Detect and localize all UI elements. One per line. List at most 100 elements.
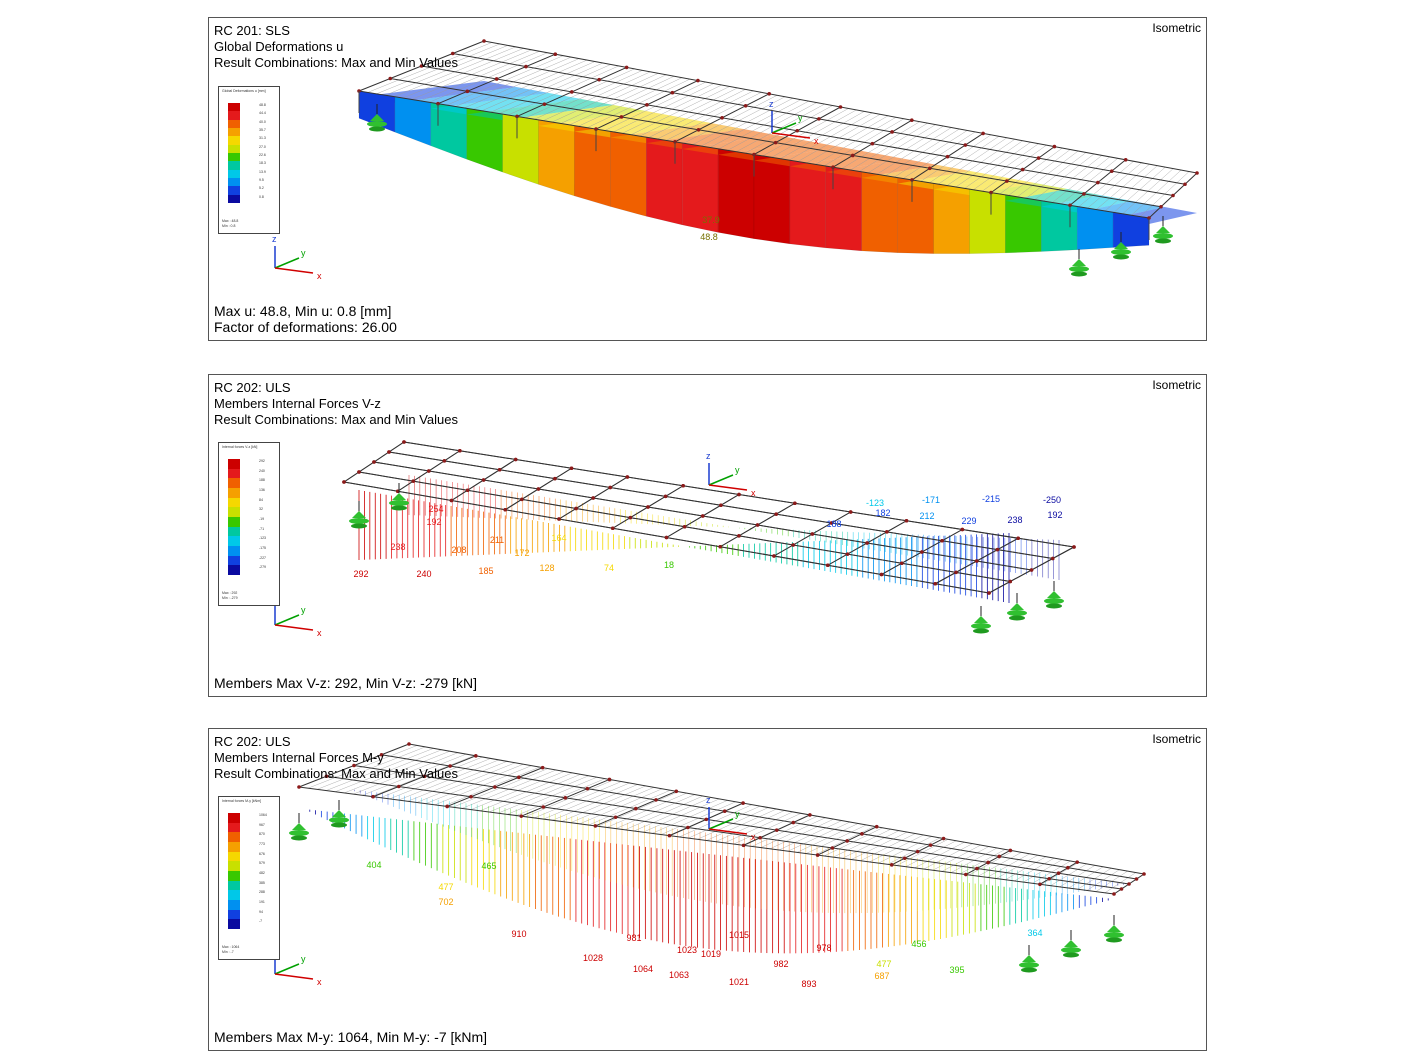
node-point (1127, 882, 1131, 886)
deformed-top-strip (825, 159, 938, 178)
deformed-top-strip (646, 129, 776, 149)
shear-value-label: 192 (1047, 510, 1062, 520)
bending-moment-panel[interactable]: RC 202: ULS Members Internal Forces M-y … (208, 728, 1207, 1051)
node-point (1008, 579, 1013, 584)
shear-force-panel[interactable]: RC 202: ULS Members Internal Forces V-z … (208, 374, 1207, 697)
node-point (719, 503, 723, 508)
node-point (624, 65, 629, 70)
support-part (369, 126, 385, 132)
legend-swatch (228, 813, 240, 823)
node-point (670, 90, 675, 95)
legend-title: Internal forces V-z [kN] (222, 445, 258, 449)
deformed-top-strip (502, 105, 647, 126)
node-point (654, 798, 658, 802)
legend-value: 35.7 (259, 128, 266, 132)
node-point (793, 501, 797, 506)
legend-swatch (228, 128, 240, 137)
support-icon (971, 606, 991, 634)
node-point (469, 794, 473, 799)
axis-y-label: y (735, 809, 740, 819)
support-icon (389, 483, 409, 511)
model-viewport[interactable]: 37.9 48.8 z y x z y x (209, 18, 1207, 341)
node-point (791, 820, 796, 825)
shear-value-label: -250 (1043, 495, 1061, 505)
legend-value: 191 (259, 900, 265, 904)
support-part (352, 511, 366, 518)
shear-value-label: 185 (478, 566, 493, 576)
moment-value-label: 910 (511, 929, 526, 939)
support-part (1010, 603, 1024, 610)
node-point (1008, 848, 1013, 853)
node-point (860, 832, 864, 836)
node-point (1159, 204, 1163, 209)
legend-value: 5.2 (259, 186, 264, 191)
color-legend[interactable]: Global Deformations u [mm] 48.8 44.4 40.0 3… (218, 86, 280, 234)
support-part (1007, 610, 1027, 616)
node-point (563, 796, 568, 800)
legend-value: 136 (259, 488, 265, 492)
axis-x-line (274, 267, 314, 274)
moment-value-label: 982 (773, 959, 788, 969)
model-viewport[interactable]: 192 238 254 208 211 172 164 292 240 185 128 74 18 -12… (209, 375, 1207, 697)
deformed-top-strip (789, 153, 906, 173)
node-point (387, 450, 391, 454)
node-point (960, 527, 965, 532)
support-part (1106, 937, 1122, 943)
node-point (741, 801, 745, 805)
deformed-top-strip (1077, 201, 1165, 219)
node-point (915, 849, 920, 854)
legend-min: Min : -7 (222, 950, 234, 954)
legend-max: Max : 1064 (222, 945, 240, 949)
moment-value-label: 687 (874, 971, 889, 981)
view-mode-label: Isometric (1152, 21, 1201, 35)
axis-z-label: z (706, 795, 711, 805)
support-part (349, 518, 369, 524)
node-point (829, 521, 834, 525)
node-point (664, 535, 669, 540)
shear-value-label: 164 (551, 533, 566, 543)
support-icon (1069, 249, 1089, 277)
moment-value-label: 465 (481, 861, 496, 871)
panel-footer: Members Max M-y: 1064, Min M-y: -7 [kNm] (214, 1029, 487, 1045)
axis-x-line (708, 484, 748, 491)
legend-title: Global Deformations u [mm] (222, 89, 266, 93)
node-point (607, 777, 612, 782)
node-point (465, 488, 470, 493)
legend-value: 1064 (259, 813, 267, 817)
legend-value: -7 (259, 919, 263, 924)
legend-swatch (228, 497, 240, 508)
node-point (737, 534, 741, 538)
moment-value-label: 1023 (677, 945, 697, 955)
shear-value-label: 192 (426, 517, 441, 527)
node-point (830, 846, 835, 850)
axis-x-label: x (317, 977, 322, 987)
deformation-panel[interactable]: RC 201: SLS Global Deformations u Result… (208, 17, 1207, 341)
legend-value: -71 (259, 526, 265, 531)
result-combination-title: Result Combinations: Max and Min Values (214, 55, 458, 70)
legend-max: Max : 292 (222, 591, 238, 595)
deformed-top-strip (718, 141, 841, 161)
node-point (885, 530, 889, 534)
node-point (591, 496, 595, 500)
legend-swatch (228, 144, 240, 153)
shear-value-label: 229 (961, 516, 976, 526)
color-legend[interactable]: Internal forces V-z [kN] 292 240 188 136 84 3… (218, 442, 280, 606)
support-part (1153, 233, 1173, 239)
legend-value: 967 (259, 822, 265, 827)
model-viewport[interactable]: 404 477 702 910 1028 1064 1063 1021 893 981 1023 10… (209, 729, 1207, 1051)
legend-value: 22.6 (259, 153, 266, 157)
node-point (1183, 182, 1187, 187)
load-combination-title: RC 202: ULS (214, 380, 291, 395)
node-point (791, 543, 795, 547)
deformed-body-strip (897, 177, 934, 254)
legend-value: 188 (259, 478, 265, 483)
legend-swatch (228, 194, 240, 203)
node-point (845, 839, 849, 843)
support-part (1046, 603, 1062, 609)
max-min-summary: Members Max V-z: 292, Min V-z: -279 [kN] (214, 675, 477, 691)
legend-swatch (228, 178, 240, 187)
deformed-top-strip (682, 135, 809, 155)
moment-value-label: 702 (438, 897, 453, 907)
color-legend[interactable]: Internal forces M-y [kNm] 1064 967 870 773 6… (218, 796, 280, 960)
node-point (442, 459, 447, 463)
